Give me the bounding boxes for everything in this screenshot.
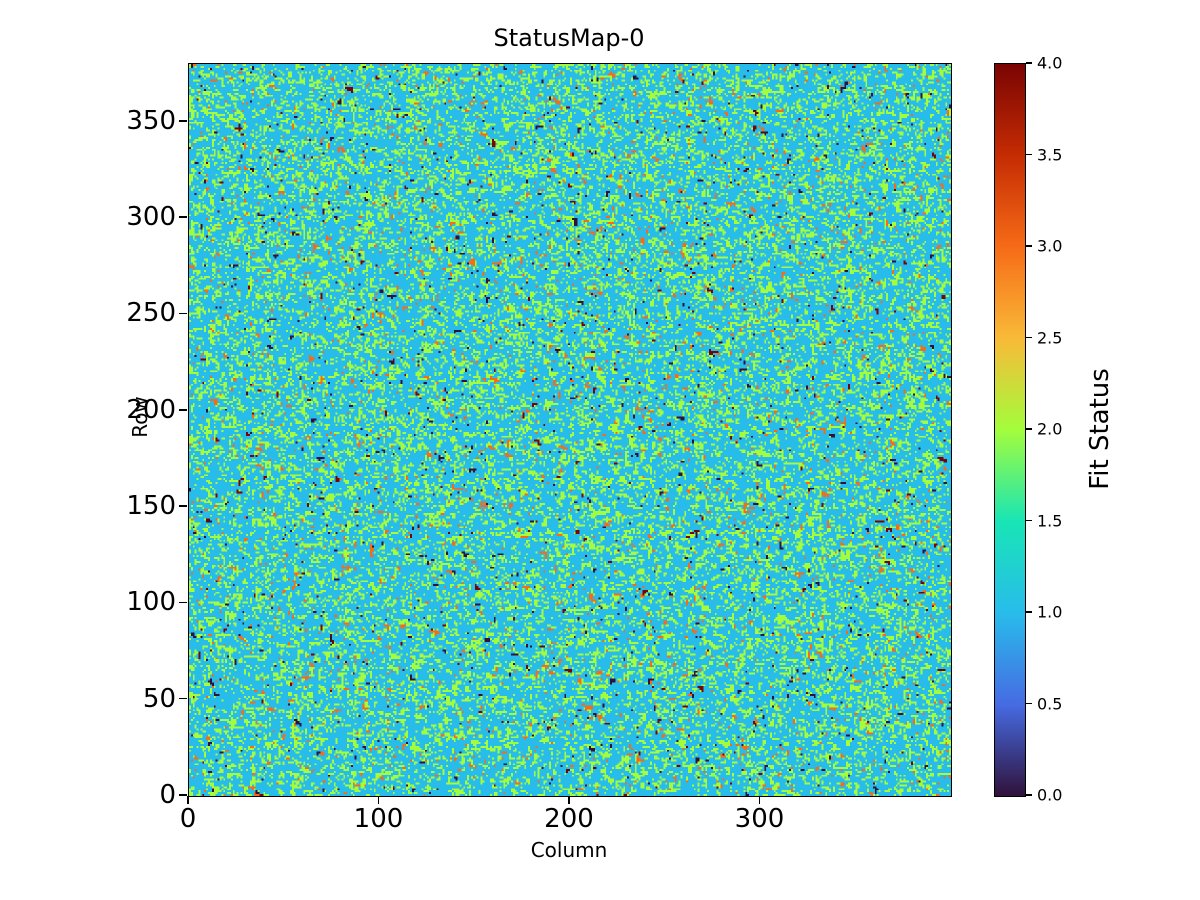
colorbar-tick-mark — [1026, 245, 1032, 247]
colorbar-tick-mark — [1026, 702, 1032, 705]
y-tick-mark — [179, 119, 187, 122]
y-tick-label: 350 — [126, 105, 176, 136]
y-tick-mark — [179, 794, 187, 796]
y-tick-label: 250 — [126, 298, 176, 329]
y-tick-label: 50 — [142, 683, 176, 714]
colorbar-tick-label: 2.0 — [1037, 419, 1063, 439]
colorbar-tick-mark — [1026, 336, 1032, 339]
x-tick-mark — [568, 796, 570, 804]
y-tick-label: 100 — [126, 587, 176, 618]
y-tick-mark — [179, 601, 187, 604]
colorbar-tick-label: 3.5 — [1037, 145, 1063, 164]
plot-area — [188, 63, 952, 797]
y-tick-mark — [179, 408, 187, 411]
colorbar-tick-mark — [1026, 794, 1032, 796]
chart-title: StatusMap-0 — [493, 24, 645, 52]
colorbar-tick-mark — [1026, 611, 1032, 613]
colorbar-tick-label: 1.5 — [1037, 511, 1063, 530]
colorbar — [994, 63, 1026, 797]
colorbar-tick-label: 1.0 — [1037, 602, 1063, 622]
y-tick-label: 150 — [126, 491, 176, 522]
y-tick-label: 300 — [126, 202, 176, 233]
x-tick-mark — [377, 796, 380, 804]
colorbar-tick-mark — [1026, 519, 1032, 522]
colorbar-tick-label: 2.5 — [1037, 328, 1063, 347]
colorbar-tick-mark — [1026, 428, 1032, 430]
heatmap-canvas — [189, 64, 951, 796]
y-tick-mark — [179, 312, 187, 315]
x-tick-label: 200 — [544, 804, 594, 834]
x-tick-label: 100 — [353, 804, 404, 834]
colorbar-tick-mark — [1026, 62, 1032, 64]
x-tick-mark — [758, 796, 761, 804]
y-tick-label: 0 — [159, 780, 176, 810]
colorbar-tick-label: 0.5 — [1037, 694, 1063, 713]
colorbar-label: Fit Status — [1085, 368, 1115, 490]
y-tick-mark — [179, 216, 187, 218]
x-tick-label: 0 — [179, 804, 197, 834]
x-tick-mark — [187, 796, 189, 804]
y-tick-label: 200 — [126, 394, 176, 425]
y-axis-label: Row — [128, 396, 152, 438]
colorbar-tick-mark — [1026, 153, 1032, 156]
colorbar-tick-label: 4.0 — [1037, 53, 1063, 73]
x-tick-label: 300 — [734, 804, 785, 834]
y-tick-mark — [179, 697, 187, 700]
colorbar-tick-label: 3.0 — [1037, 236, 1063, 256]
y-tick-mark — [179, 505, 187, 507]
x-axis-label: Column — [530, 838, 608, 862]
colorbar-tick-label: 0.0 — [1037, 785, 1063, 805]
